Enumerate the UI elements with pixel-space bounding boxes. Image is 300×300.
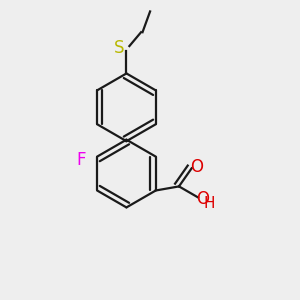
Text: S: S (114, 39, 124, 57)
Text: H: H (203, 196, 215, 211)
Text: O: O (196, 190, 209, 208)
Text: F: F (76, 151, 86, 169)
Text: O: O (190, 158, 203, 176)
